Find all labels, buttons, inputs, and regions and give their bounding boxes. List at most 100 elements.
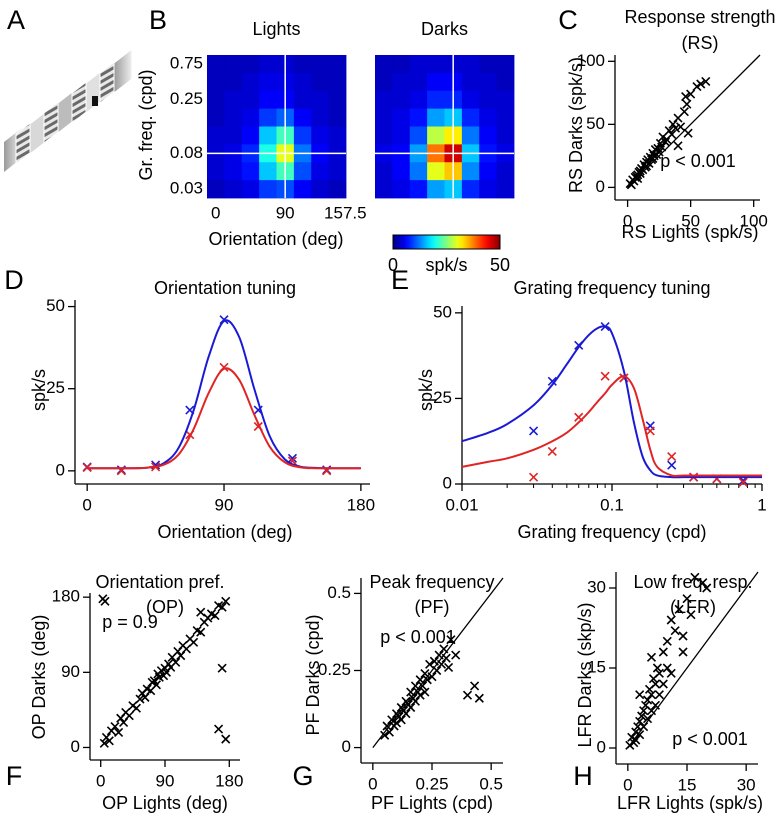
heat-cell [293, 72, 312, 92]
chart-title: Low freq. resp. [633, 572, 752, 592]
marker [217, 663, 227, 673]
heat-cell [207, 162, 225, 181]
marker [627, 732, 637, 742]
marker [681, 92, 691, 102]
heat-cell [224, 162, 243, 181]
map-title: Darks [421, 19, 468, 39]
heat-cell [392, 55, 411, 74]
marker [678, 647, 688, 657]
marker [702, 583, 712, 593]
x-axis-label: Grating frequency (cpd) [517, 522, 706, 542]
y-tick-label: 0.5 [327, 583, 351, 602]
x-axis-label: Orientation (deg) [208, 229, 343, 249]
unity-line [627, 571, 759, 749]
y-tick-label: 0.03 [170, 179, 203, 198]
marker [387, 715, 397, 725]
marker [547, 376, 557, 386]
heat-cell [427, 90, 445, 110]
map-title: Lights [252, 19, 300, 39]
chart-title: Grating frequency tuning [513, 278, 710, 298]
marker [642, 695, 653, 705]
marker [645, 426, 655, 436]
heat-cell [241, 55, 260, 74]
marker [650, 700, 661, 710]
heat-cell [259, 108, 277, 127]
panel-label: D [4, 265, 24, 295]
heat-cell [224, 126, 243, 145]
marker [384, 727, 394, 737]
y-tick-label: 15 [587, 657, 606, 676]
chart-subtitle: (RS) [682, 33, 719, 53]
x-tick-label: 30 [737, 775, 756, 794]
colorbar-tick-label: 0 [388, 255, 398, 275]
heat-cell [427, 180, 445, 199]
marker [217, 602, 227, 612]
panel-label: B [149, 5, 167, 35]
marker [382, 721, 392, 731]
y-axis-label: RS Darks (spk/s) [566, 57, 586, 193]
marker [420, 687, 430, 697]
marker [652, 663, 662, 673]
heat-cell [427, 55, 445, 74]
marker [410, 696, 420, 706]
panel-label: F [6, 761, 23, 791]
heat-cell [375, 162, 393, 181]
marker [210, 610, 220, 621]
colorbar [392, 234, 501, 250]
y-tick-label: 100 [577, 51, 605, 70]
marker [110, 722, 120, 732]
marker [654, 668, 664, 678]
x-tick-label: 50 [681, 211, 700, 230]
heat-cell [328, 72, 347, 92]
marker [406, 702, 416, 713]
heat-cell [259, 55, 277, 74]
heat-cell [427, 72, 445, 92]
marker [670, 626, 680, 636]
stimulus-icon [4, 47, 133, 172]
heat-cell [479, 55, 498, 74]
heat-cell [207, 55, 225, 74]
marker [657, 142, 667, 152]
heat-cell [392, 90, 411, 110]
marker [738, 477, 748, 487]
heat-cell [224, 55, 243, 74]
marker [646, 690, 657, 700]
marker [196, 627, 206, 637]
heat-cell [241, 108, 260, 127]
chart-subtitle: (PF) [415, 597, 450, 617]
y-tick-label: 0 [71, 737, 80, 756]
x-tick-label: 1 [757, 495, 766, 514]
y-tick-label: 30 [587, 577, 606, 596]
marker [666, 615, 676, 625]
y-tick-label: 0.25 [170, 89, 203, 108]
heat-cell [207, 72, 225, 92]
marker [698, 578, 708, 588]
marker [662, 636, 672, 646]
heat-cell [409, 90, 428, 110]
y-tick-label: 50 [433, 302, 452, 321]
heat-cell [496, 72, 515, 92]
heat-cell [224, 72, 243, 92]
marker [135, 694, 145, 704]
heat-cell [241, 90, 260, 110]
marker [82, 463, 92, 473]
x-tick-label: 157.5 [324, 203, 367, 222]
marker [641, 157, 652, 167]
y-axis-label: LFR Darks (skp/s) [575, 602, 595, 747]
heat-cell [392, 180, 411, 199]
y-tick-label: 0 [342, 737, 351, 756]
x-tick-label: 15 [678, 775, 697, 794]
marker [287, 453, 298, 463]
x-axis-label: OP Lights (deg) [102, 793, 228, 813]
marker [422, 675, 432, 685]
y-tick-label: 0 [596, 177, 605, 196]
marker [470, 681, 480, 691]
marker [196, 607, 206, 617]
marker [451, 650, 461, 660]
marker [674, 604, 684, 614]
x-tick-label: 0.5 [479, 774, 503, 793]
marker [529, 426, 539, 436]
y-tick-label: 0 [56, 460, 65, 479]
panel-label: A [7, 5, 25, 35]
heat-cell [461, 180, 480, 199]
